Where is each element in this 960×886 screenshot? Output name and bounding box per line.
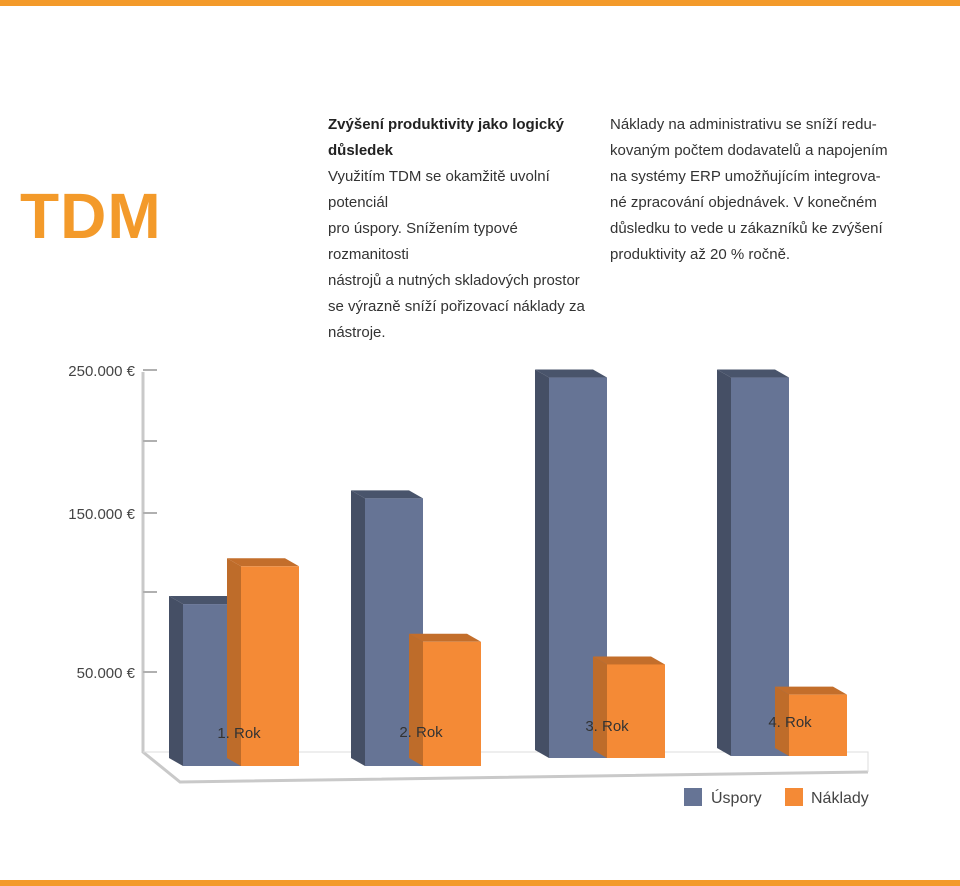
y-tick-label: 150.000 € [68, 506, 135, 523]
bar-top-face [717, 369, 789, 378]
bar-side-face [775, 686, 789, 756]
bar-side-face [351, 490, 365, 766]
heading-line-2: důsledek [328, 142, 394, 159]
bar-side-face [409, 633, 423, 766]
bar-side-face [169, 596, 183, 766]
bar-top-face [351, 490, 423, 499]
y-tick-label: 50.000 € [77, 665, 136, 682]
category-label: 3. Rok [585, 718, 629, 735]
paragraph-line: na systémy ERP umožňujícím integrova- [610, 168, 881, 185]
category-label: 2. Rok [399, 724, 443, 741]
top-accent-bar [0, 0, 960, 6]
bar-Náklady-4. Rok [789, 694, 847, 756]
text-column-right: Náklady na administrativu se sníží redu-… [610, 112, 890, 268]
text-column-left: Zvýšení produktivity jako logický důsled… [328, 112, 598, 346]
bar-top-face [593, 656, 665, 665]
paragraph-line: nástroje. [328, 324, 386, 341]
bottom-accent-bar [0, 880, 960, 886]
legend-swatch-uspory [684, 788, 702, 806]
logo-tdm: TDM [20, 180, 162, 252]
category-label: 1. Rok [217, 725, 261, 742]
bar-side-face [593, 656, 607, 758]
y-tick-label: 250.000 € [68, 363, 135, 380]
legend-label-naklady: Náklady [811, 790, 869, 807]
bar-top-face [169, 596, 241, 605]
legend-label-uspory: Úspory [711, 788, 762, 807]
paragraph-line: Využitím TDM se okamžitě uvolní potenciá… [328, 168, 550, 211]
bar-top-face [775, 686, 847, 695]
bar-Náklady-1. Rok [241, 566, 299, 766]
bar-side-face [717, 369, 731, 756]
bar-Náklady-3. Rok [607, 664, 665, 758]
paragraph-line: důsledku to vede u zákazníků ke zvýšení [610, 220, 883, 237]
legend-swatch-naklady [785, 788, 803, 806]
paragraph-line: pro úspory. Snížením typové rozmanitosti [328, 220, 518, 263]
paragraph-line: nástrojů a nutných skladových prostor [328, 272, 580, 289]
bar-Náklady-2. Rok [423, 641, 481, 766]
bar-top-face [227, 558, 299, 567]
paragraph-line: né zpracování objednávek. V konečném [610, 194, 877, 211]
category-label: 4. Rok [768, 714, 812, 731]
bar-side-face [535, 369, 549, 758]
paragraph-line: produktivity až 20 % ročně. [610, 246, 791, 263]
bar-top-face [409, 633, 481, 642]
paragraph-line: kovaným počtem dodavatelů a napojením [610, 142, 888, 159]
paragraph-line: Náklady na administrativu se sníží redu- [610, 116, 877, 133]
heading-line-1: Zvýšení produktivity jako logický [328, 116, 564, 133]
bar-side-face [227, 558, 241, 766]
chart-axis [141, 372, 869, 784]
bar-top-face [535, 369, 607, 378]
paragraph-line: se výrazně sníží pořizovací náklady za [328, 298, 585, 315]
